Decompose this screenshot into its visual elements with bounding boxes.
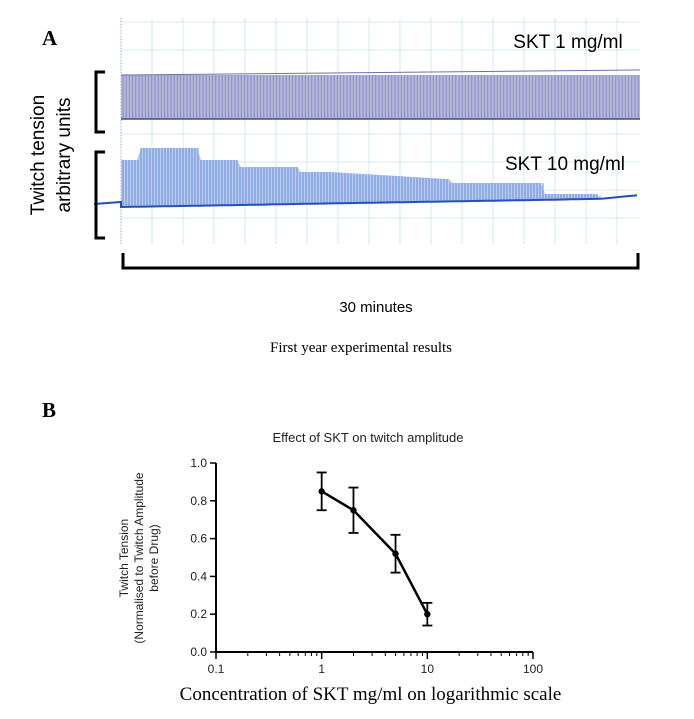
trace2-label: SKT 10 mg/ml <box>505 154 625 175</box>
panel-a-recording: SKT 1 mg/ml SKT 10 mg/ml 30 minutes Twit… <box>28 18 641 316</box>
chart-y-tick-label: 0.6 <box>190 532 207 546</box>
chart-data-point <box>424 611 431 618</box>
panel-a-ylabel-line2: arbitrary units <box>54 97 75 212</box>
trace2-twitches <box>122 148 601 207</box>
chart-x-tick-label: 10 <box>421 662 435 676</box>
chart-ylabel-line3: before Drug) <box>147 524 161 591</box>
chart-series-line <box>321 490 429 615</box>
chart-y-tick-label: 0.8 <box>190 494 207 508</box>
chart-ylabel-line1: Twitch Tension <box>117 519 131 598</box>
chart-data-point <box>350 507 357 514</box>
dose-response-chart: Effect of SKT on twitch amplitude Twitch… <box>117 430 543 676</box>
chart-x-tick-label: 100 <box>523 662 543 676</box>
chart-y-tick-label: 1.0 <box>190 456 207 470</box>
bracket-trace-2 <box>94 150 105 240</box>
chart-x-tick-label: 0.1 <box>208 662 225 676</box>
trace-skt-10 <box>93 148 638 209</box>
trace1-label: SKT 1 mg/ml <box>513 32 622 53</box>
panel-b-caption: Concentration of SKT mg/ml on logarithmi… <box>179 684 562 705</box>
chart-title: Effect of SKT on twitch amplitude <box>272 430 463 445</box>
time-scale-label: 30 minutes <box>339 299 412 316</box>
chart-y-tick-label: 0.2 <box>190 607 207 621</box>
panel-a-letter: A <box>42 26 58 50</box>
chart-data-point <box>392 550 399 557</box>
chart-x-tick-label: 1 <box>318 662 325 676</box>
trace1-envelope <box>121 75 640 119</box>
time-scale-bar <box>121 253 640 270</box>
chart-data-point <box>318 488 325 495</box>
chart-ylabel-line2: (Normalised to Twitch Amplitude <box>132 472 146 644</box>
trace1-twitches <box>122 75 639 119</box>
chart-y-tick-label: 0.0 <box>190 645 207 659</box>
trace1-peak-line <box>120 69 641 76</box>
chart-y-tick-label: 0.4 <box>190 569 207 583</box>
trace-skt-1 <box>120 69 641 120</box>
panel-a-ylabel-line1: Twitch tension <box>28 95 49 215</box>
panel-b-letter: B <box>42 398 57 422</box>
bracket-trace-1 <box>94 70 105 134</box>
trace2-baseline <box>93 194 638 209</box>
panel-a-caption: First year experimental results <box>269 340 453 356</box>
chart-ylabel: Twitch Tension (Normalised to Twitch Amp… <box>117 472 161 644</box>
